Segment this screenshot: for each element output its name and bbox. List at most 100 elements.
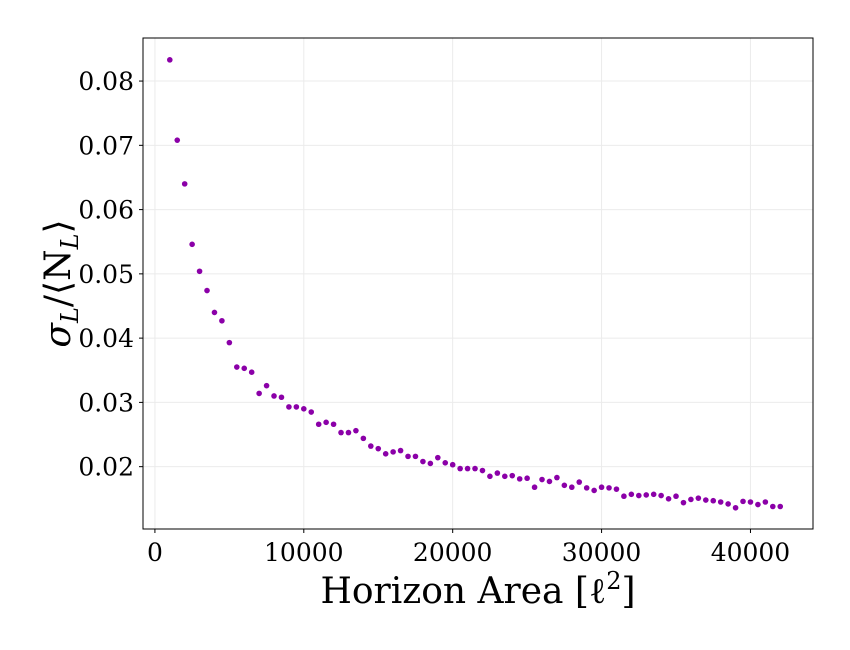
data-point xyxy=(665,495,672,502)
data-point xyxy=(613,486,620,492)
data-point xyxy=(598,484,605,491)
data-point xyxy=(345,429,352,436)
data-point xyxy=(732,504,739,511)
data-point xyxy=(554,474,560,481)
y-tick-label: 0.04 xyxy=(78,324,134,353)
y-tick-label: 0.05 xyxy=(78,260,134,289)
data-point xyxy=(725,501,731,507)
data-point xyxy=(524,475,530,482)
data-point xyxy=(196,268,203,275)
data-point xyxy=(189,241,195,248)
data-point xyxy=(412,453,419,460)
y-tick-label: 0.07 xyxy=(78,131,134,160)
data-point xyxy=(688,496,694,503)
y-tick-label: 0.02 xyxy=(78,453,134,482)
x-tick-label: 10000 xyxy=(264,538,344,567)
data-point xyxy=(449,461,456,468)
data-point xyxy=(211,309,218,316)
data-point xyxy=(390,449,396,455)
data-point xyxy=(204,287,210,294)
data-point xyxy=(353,427,359,434)
data-point xyxy=(606,485,612,491)
data-point xyxy=(643,492,650,498)
data-point xyxy=(397,447,404,454)
data-point xyxy=(241,365,248,372)
data-point xyxy=(248,369,255,375)
data-point xyxy=(516,476,523,482)
data-point xyxy=(703,497,709,503)
data-point xyxy=(650,491,657,498)
data-point xyxy=(680,499,687,506)
x-axis-title-end: ] xyxy=(622,571,636,612)
data-point xyxy=(583,485,590,491)
data-point xyxy=(368,443,374,449)
data-point xyxy=(621,493,627,500)
y-axis-title-sub1: L xyxy=(56,307,84,324)
data-point xyxy=(561,482,568,489)
data-point xyxy=(740,498,746,505)
data-point xyxy=(591,487,597,494)
data-point xyxy=(338,429,344,436)
data-point xyxy=(181,181,188,187)
data-point xyxy=(420,458,426,465)
data-point xyxy=(427,460,434,467)
data-point xyxy=(717,499,724,505)
data-point xyxy=(308,409,315,415)
data-point xyxy=(435,454,441,461)
data-point xyxy=(479,467,486,474)
y-axis-ticks: 0.02 0.03 0.04 0.05 0.06 0.07 0.08 xyxy=(78,67,143,482)
y-tick-label: 0.06 xyxy=(78,196,134,225)
y-tick-label: 0.08 xyxy=(78,67,134,96)
data-point xyxy=(375,445,382,452)
y-axis-title-mid: /⟨N xyxy=(38,249,79,307)
data-point xyxy=(263,382,270,389)
data-point xyxy=(539,476,545,483)
data-point xyxy=(636,492,642,499)
data-point xyxy=(747,499,754,505)
x-tick-label: 0 xyxy=(147,538,163,567)
data-point xyxy=(174,137,181,143)
data-point xyxy=(405,453,411,460)
data-point xyxy=(546,478,553,485)
data-point xyxy=(382,451,389,457)
data-point xyxy=(457,465,463,472)
data-point xyxy=(293,404,300,410)
data-point xyxy=(301,406,307,412)
data-point xyxy=(442,460,449,466)
data-point xyxy=(271,393,277,399)
grid-lines xyxy=(143,38,813,529)
data-point xyxy=(167,57,173,63)
x-axis-ticks: 0 10000 20000 30000 40000 xyxy=(147,529,790,567)
data-point xyxy=(509,472,516,479)
x-tick-label: 30000 xyxy=(562,538,642,567)
data-point xyxy=(234,364,240,370)
data-point xyxy=(673,493,679,500)
data-point xyxy=(502,473,508,480)
y-axis-title: σL/⟨NL⟩ xyxy=(38,219,84,347)
data-point xyxy=(487,473,493,480)
data-point xyxy=(494,470,501,476)
data-point xyxy=(256,390,262,397)
data-point xyxy=(755,501,761,508)
data-point xyxy=(777,503,784,510)
data-point xyxy=(360,435,367,442)
data-point xyxy=(472,465,478,472)
data-point xyxy=(226,339,233,346)
x-axis-title-superscript: 2 xyxy=(606,567,621,595)
data-point xyxy=(695,495,702,501)
y-tick-label: 0.03 xyxy=(78,388,134,417)
data-point xyxy=(330,421,337,428)
data-point xyxy=(576,479,583,485)
data-point xyxy=(770,503,776,510)
x-axis-title-main: Horizon Area [ℓ xyxy=(320,571,606,612)
data-point xyxy=(628,491,635,498)
y-axis-title-sigma: σ xyxy=(38,322,79,348)
x-tick-label: 40000 xyxy=(711,538,791,567)
data-point xyxy=(315,421,322,428)
plot-frame xyxy=(142,37,814,530)
data-point xyxy=(278,394,285,401)
data-point xyxy=(658,492,664,499)
data-point xyxy=(762,499,769,505)
data-points xyxy=(167,57,784,511)
